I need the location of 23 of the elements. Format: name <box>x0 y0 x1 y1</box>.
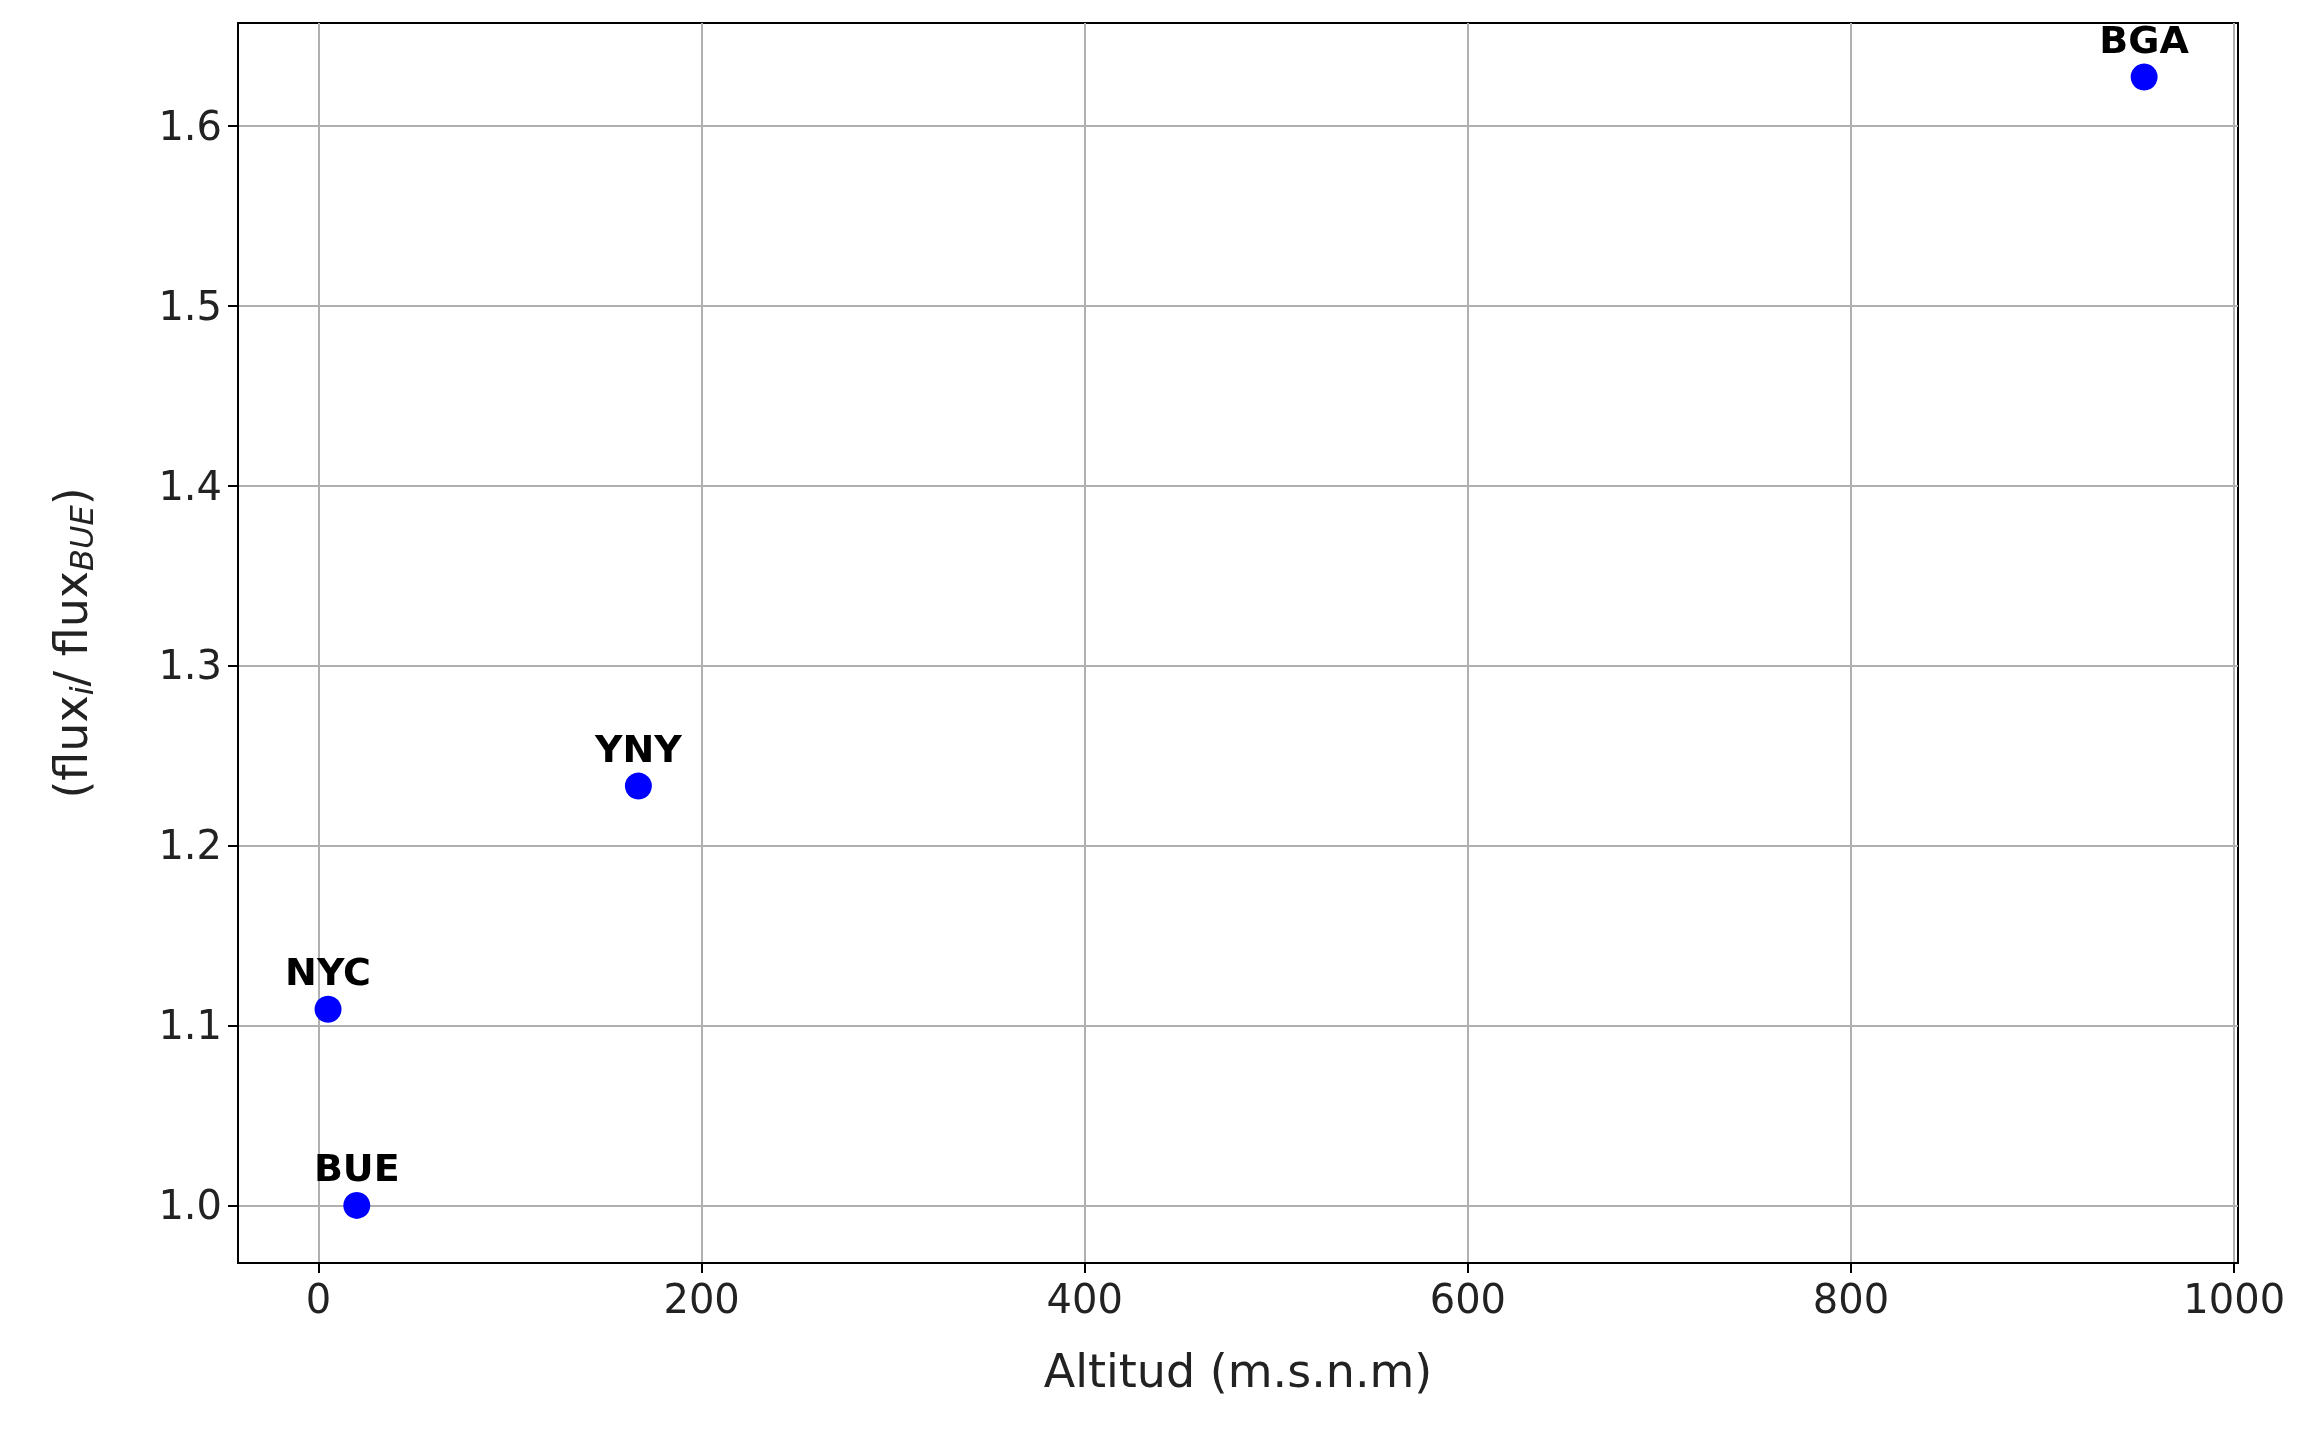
x-tick-label: 400 <box>1046 1276 1123 1322</box>
point <box>2130 63 2158 91</box>
point <box>314 995 342 1023</box>
annotation: BUE <box>313 1146 400 1191</box>
point <box>624 772 652 800</box>
x-tick-label: 1000 <box>2183 1276 2286 1322</box>
y-tick-label: 1.6 <box>158 102 222 149</box>
y-tick-label: 1.5 <box>158 282 222 329</box>
y-tick-label: 1.4 <box>158 462 222 509</box>
x-tick-label: 200 <box>663 1276 740 1322</box>
y-tick-label: 1.1 <box>158 1002 222 1049</box>
x-axis-title: Altitud (m.s.n.m) <box>1043 1344 1433 1398</box>
annotation: BGA <box>2099 17 2190 62</box>
x-tick-label: 800 <box>1812 1276 1890 1322</box>
annotation: NYC <box>285 950 371 995</box>
y-axis-title: (fluxi/ fluxBUE) <box>44 487 101 799</box>
x-tick-label: 0 <box>305 1276 332 1322</box>
y-tick-label: 1.3 <box>158 642 222 689</box>
y-tick-label: 1.0 <box>158 1182 222 1229</box>
annotation: YNY <box>593 727 683 772</box>
point <box>343 1191 371 1219</box>
x-tick-label: 600 <box>1429 1276 1507 1322</box>
y-tick-label: 1.2 <box>158 822 222 869</box>
